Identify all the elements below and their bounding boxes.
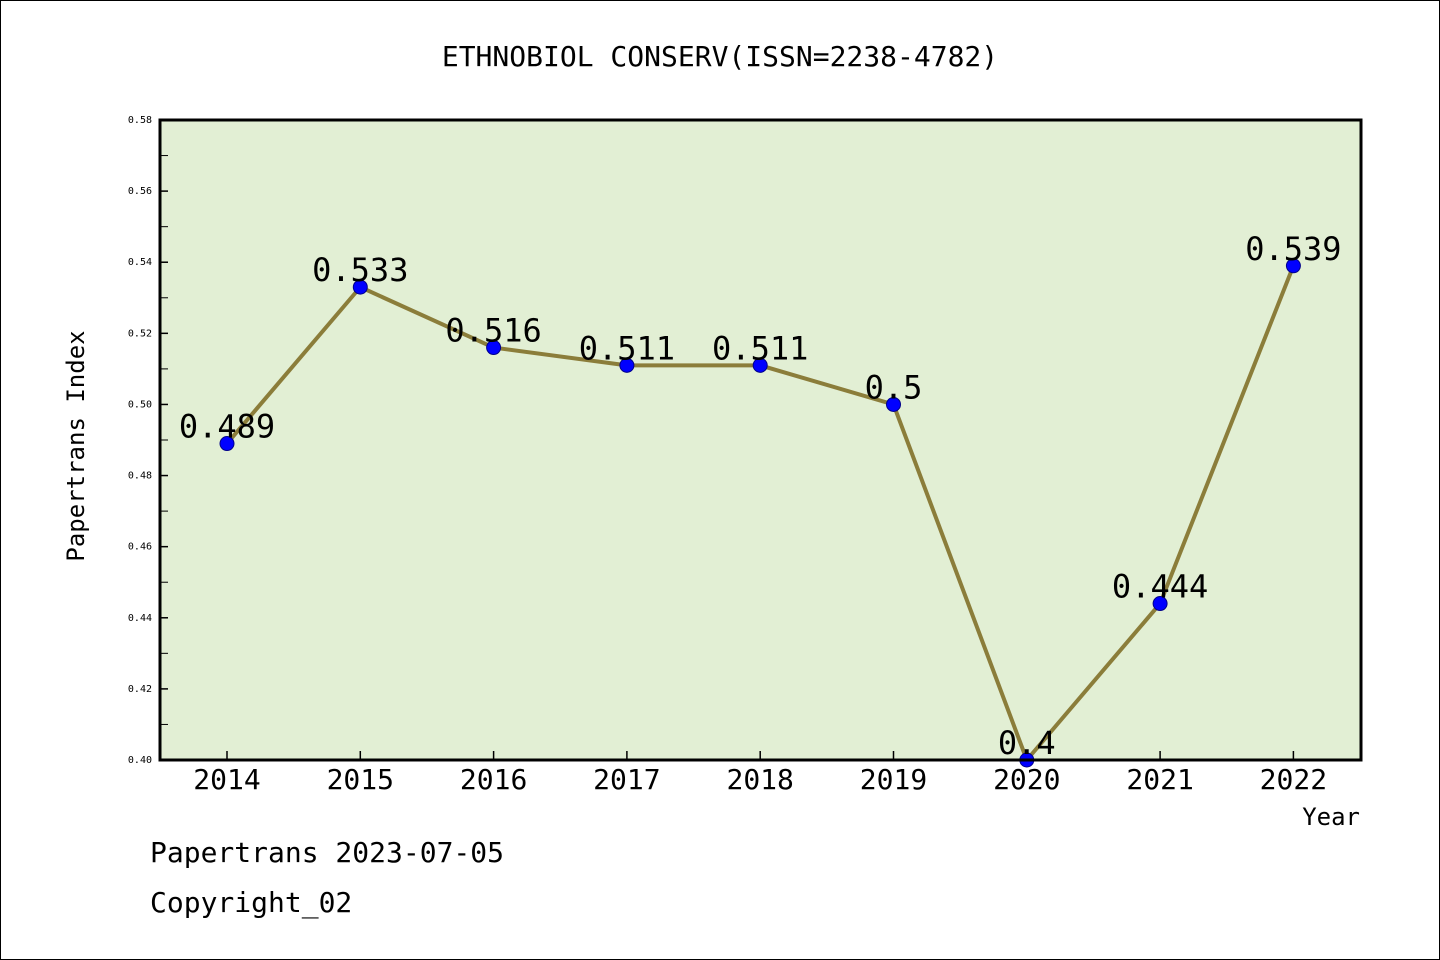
y-tick-label: 0.46 — [128, 542, 152, 553]
data-label: 0.511 — [579, 329, 675, 367]
data-point — [352, 279, 368, 295]
footer-stamp: Papertrans 2023-07-05 — [150, 836, 505, 869]
data-labels: 0.489 0.533 0.516 0.511 0.511 0.5 0.4 0.444 0.53… — [179, 230, 1342, 762]
x-tick-label: 2018 — [726, 763, 793, 796]
plot-border — [158, 118, 1363, 762]
y-tick-label: 0.40 — [128, 755, 152, 766]
y-tick-label: 0.42 — [128, 684, 152, 695]
data-label: 0.533 — [312, 251, 408, 289]
data-label: 0.539 — [1245, 230, 1341, 268]
y-tick-label: 0.44 — [128, 613, 152, 624]
y-tick-label: 0.54 — [128, 257, 152, 268]
data-point — [219, 436, 235, 452]
data-label: 0.489 — [179, 408, 275, 446]
y-axis-label: Papertrans Index — [62, 330, 90, 561]
x-tick-label: 2022 — [1260, 763, 1327, 796]
x-tick-label: 2014 — [193, 763, 260, 796]
y-axis: 0.40 0.42 0.44 0.46 0.48 0.50 0.52 0.54 0.56 0.58 — [128, 115, 168, 766]
plot-area — [160, 120, 1361, 760]
data-point — [886, 396, 901, 412]
x-axis: 2014 2015 2016 2017 2018 2019 2020 2021 2022 — [193, 751, 1327, 796]
y-tick-label: 0.56 — [128, 186, 152, 197]
data-point — [1152, 596, 1168, 612]
data-label: 0.516 — [445, 312, 541, 350]
data-point — [486, 340, 502, 356]
data-point — [1285, 258, 1301, 274]
x-tick-label: 2016 — [460, 763, 527, 796]
data-point — [752, 357, 768, 373]
x-tick-label: 2015 — [327, 763, 394, 796]
data-point — [619, 357, 635, 373]
data-label: 0.5 — [865, 368, 923, 406]
x-tick-label: 2020 — [993, 763, 1060, 796]
chart-title: ETHNOBIOL CONSERV(ISSN=2238-4782) — [442, 40, 998, 73]
x-tick-label: 2021 — [1126, 763, 1193, 796]
y-tick-label: 0.52 — [128, 328, 152, 339]
y-tick-label: 0.48 — [128, 471, 152, 482]
y-tick-label: 0.58 — [128, 115, 152, 126]
data-label: 0.444 — [1112, 568, 1208, 606]
footer-copyright: Copyright_02 — [150, 886, 353, 919]
x-tick-label: 2017 — [593, 763, 660, 796]
data-label: 0.4 — [998, 724, 1056, 762]
x-tick-label: 2019 — [860, 763, 927, 796]
y-tick-label: 0.50 — [128, 399, 152, 410]
data-label: 0.511 — [712, 329, 808, 367]
x-axis-label: Year — [1302, 803, 1360, 831]
